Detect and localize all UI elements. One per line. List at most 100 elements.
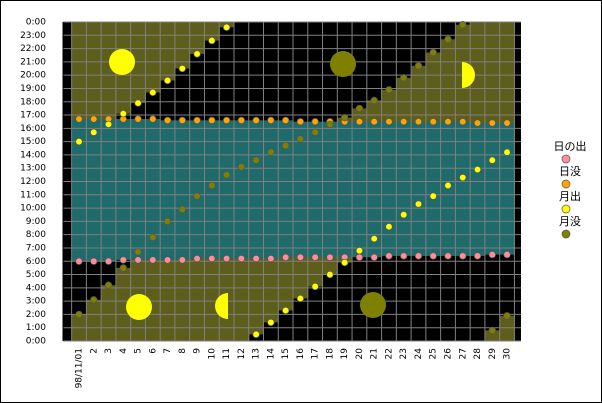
- y-tick-label: 18:00: [20, 97, 46, 107]
- shade-band: [130, 22, 146, 104]
- point: [104, 281, 113, 289]
- point: [178, 116, 186, 125]
- point: [311, 128, 319, 136]
- legend-swatch: [561, 204, 571, 214]
- shade-band: [86, 119, 102, 262]
- x-tick-label: 13: [252, 348, 262, 359]
- point: [459, 252, 467, 260]
- shade-band: [174, 22, 191, 69]
- x-tick-label: 26: [444, 348, 454, 360]
- point: [488, 156, 496, 164]
- x-tick-label: 6: [148, 348, 158, 354]
- shade-band: [470, 123, 486, 256]
- y-tick-label: 6:00: [26, 257, 46, 267]
- point: [385, 118, 393, 126]
- x-tick-label: 22: [384, 348, 394, 359]
- legend-label: 月出: [559, 189, 581, 203]
- x-tick-label: 12: [237, 348, 247, 359]
- point: [473, 252, 482, 260]
- point: [400, 118, 408, 126]
- point: [281, 141, 290, 150]
- x-tick-label: 25: [429, 348, 439, 359]
- point: [503, 312, 511, 320]
- point: [414, 118, 423, 126]
- shade-band: [145, 119, 161, 260]
- point: [311, 253, 319, 261]
- y-tick-label: 3:00: [26, 297, 46, 307]
- point: [149, 115, 157, 123]
- point: [355, 104, 364, 113]
- shade-band: [101, 22, 117, 125]
- point: [222, 171, 231, 179]
- y-tick-label: 12:00: [20, 177, 46, 187]
- x-tick-label: 9: [193, 348, 203, 354]
- point: [134, 115, 142, 123]
- y-tick-label: 8:00: [26, 230, 46, 240]
- point: [429, 192, 437, 200]
- point: [503, 119, 511, 127]
- shade-band: [484, 330, 501, 341]
- point: [444, 181, 452, 190]
- y-tick-label: 1:00: [26, 323, 46, 333]
- shade-band: [204, 22, 220, 41]
- point: [222, 23, 231, 31]
- y-tick-label: 23:00: [20, 31, 46, 41]
- shade-band: [160, 22, 176, 81]
- point: [459, 173, 467, 182]
- y-tick-label: 10:00: [20, 204, 46, 214]
- point: [311, 282, 319, 291]
- y-tick-label: 0:00: [26, 18, 46, 28]
- point: [252, 116, 260, 125]
- point: [370, 96, 378, 105]
- point: [414, 252, 423, 260]
- point: [503, 148, 511, 156]
- point: [488, 326, 496, 335]
- shade-band: [322, 121, 338, 258]
- y-tick-label: 4:00: [26, 283, 46, 293]
- y-tick-label: 0:00: [26, 337, 46, 347]
- point: [90, 128, 98, 136]
- y-tick-label: 9:00: [26, 217, 46, 227]
- point: [326, 270, 334, 279]
- point: [267, 116, 275, 125]
- x-tick-label: 15: [281, 348, 291, 359]
- point: [237, 163, 246, 171]
- point: [134, 256, 142, 264]
- point: [400, 252, 408, 260]
- point: [400, 211, 408, 219]
- y-tick-label: 20:00: [20, 71, 46, 81]
- point: [90, 115, 98, 123]
- point: [134, 248, 142, 256]
- legend-swatch: [561, 154, 571, 164]
- point: [385, 223, 393, 231]
- point: [281, 253, 290, 261]
- point: [281, 116, 290, 125]
- point: [149, 233, 157, 241]
- point: [370, 118, 378, 126]
- marks: [75, 21, 511, 339]
- shade-band: [189, 22, 205, 54]
- point: [252, 254, 260, 263]
- x-tick-label: 4: [119, 348, 129, 354]
- x-tick-label: 5: [134, 348, 144, 354]
- point: [267, 318, 275, 327]
- shade-band: [204, 120, 220, 259]
- shade-band: [101, 119, 117, 262]
- point: [222, 116, 231, 125]
- x-tick-label: 24: [414, 348, 424, 360]
- point: [149, 256, 157, 264]
- x-tick-label: 28: [473, 348, 483, 360]
- x-tick-label: 11: [222, 348, 232, 359]
- point: [193, 254, 201, 263]
- point: [252, 156, 260, 164]
- shade-band: [499, 315, 515, 341]
- y-tick-label: 7:00: [26, 243, 46, 253]
- point: [119, 256, 127, 264]
- legend-label: 日の出: [554, 139, 587, 153]
- x-tick-label: 21: [370, 348, 380, 359]
- point: [459, 118, 467, 126]
- point: [414, 62, 423, 70]
- x-tick-label: 8: [178, 348, 188, 354]
